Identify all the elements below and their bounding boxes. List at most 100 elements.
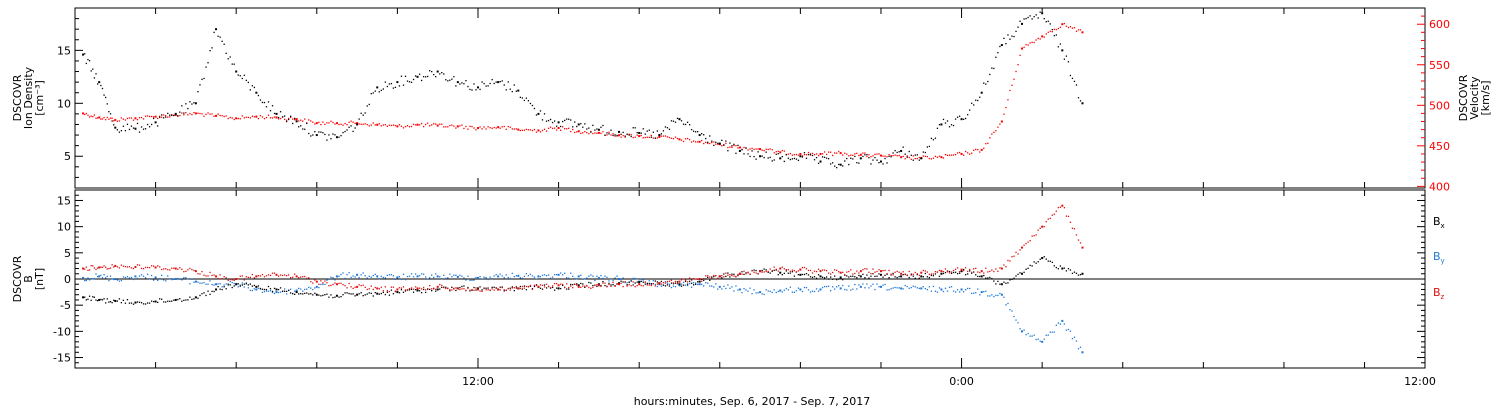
bx-dot <box>221 288 223 291</box>
density-dot <box>213 31 215 34</box>
bx-dot <box>711 276 713 278</box>
velocity-dot <box>1077 29 1080 31</box>
by-dot <box>453 274 455 276</box>
velocity-dot <box>817 154 820 157</box>
bz-dot <box>449 289 451 291</box>
bx-dot <box>1047 260 1049 262</box>
velocity-dot <box>328 122 330 124</box>
bx-dot <box>306 292 308 294</box>
density-dot <box>946 120 949 122</box>
velocity-dot <box>836 152 838 154</box>
by-dot <box>400 278 403 281</box>
bz-point <box>497 288 500 291</box>
by-dot <box>952 290 955 292</box>
top-left-ylabel-line: [cm⁻³] <box>33 80 46 116</box>
density-dot <box>570 119 572 121</box>
velocity-dot <box>310 120 312 122</box>
density-dot <box>680 120 683 122</box>
by-dot <box>882 284 884 286</box>
bz-dot <box>1053 213 1055 215</box>
by-dot <box>185 276 187 279</box>
bz-dot <box>944 268 947 270</box>
bx-dot <box>570 283 572 286</box>
density-dot <box>390 82 393 85</box>
density-dot <box>1065 55 1068 57</box>
density-dot <box>660 133 663 135</box>
by-dot <box>918 287 920 290</box>
bx-dot <box>666 284 669 286</box>
bz-dot <box>374 286 376 289</box>
bz-dot <box>564 287 566 289</box>
density-dot <box>231 63 233 65</box>
density-point <box>335 136 338 139</box>
by-dot <box>1059 323 1061 325</box>
velocity-dot <box>757 148 759 150</box>
bx-dot <box>723 273 725 275</box>
bx-dot <box>378 293 380 295</box>
bx-dot <box>858 274 860 277</box>
bz-dot <box>928 273 931 276</box>
density-dot <box>100 84 102 87</box>
by-dot <box>1047 334 1049 336</box>
velocity-dot <box>519 129 521 132</box>
by-point <box>597 276 600 279</box>
velocity-dot <box>374 124 376 126</box>
bz-dot <box>846 271 848 273</box>
velocity-dot <box>668 136 671 139</box>
density-dot <box>451 78 453 80</box>
by-dot <box>763 293 765 296</box>
velocity-dot <box>130 117 133 119</box>
velocity-dot <box>142 118 145 120</box>
density-dot <box>848 163 850 166</box>
bz-dot <box>680 279 683 281</box>
density-dot <box>922 151 924 153</box>
bz-dot <box>648 284 650 286</box>
by-dot <box>201 282 203 284</box>
bx-dot <box>251 285 254 287</box>
bx-dot <box>634 282 636 284</box>
velocity-dot <box>918 156 920 159</box>
bz-dot <box>946 271 949 273</box>
by-dot <box>203 281 205 284</box>
density-dot <box>443 73 445 75</box>
velocity-dot <box>263 117 266 120</box>
density-dot <box>596 128 598 130</box>
x-tick-label: 12:00 <box>1404 375 1436 388</box>
bz-dot <box>179 267 181 269</box>
by-dot <box>443 274 445 276</box>
bz-dot <box>930 273 933 275</box>
bz-dot <box>809 269 812 272</box>
velocity-dot <box>412 123 415 126</box>
bz-dot <box>769 268 771 270</box>
bz-dot <box>682 278 685 280</box>
velocity-dot <box>688 138 691 141</box>
by-dot <box>118 280 121 282</box>
density-dot <box>773 159 775 161</box>
velocity-dot <box>90 115 92 117</box>
velocity-dot <box>95 117 97 119</box>
bx-point <box>1061 267 1064 270</box>
bx-dot <box>473 286 475 289</box>
velocity-dot <box>1051 30 1053 33</box>
velocity-dot <box>249 117 251 119</box>
bx-dot <box>503 290 505 292</box>
density-dot <box>302 128 304 130</box>
by-dot <box>304 288 306 291</box>
density-point <box>275 112 278 115</box>
velocity-dot <box>886 156 888 158</box>
bx-dot <box>227 283 229 285</box>
bz-dot <box>697 278 699 281</box>
density-point <box>1021 22 1024 25</box>
by-dot <box>572 275 574 277</box>
bx-dot <box>733 273 735 275</box>
density-dot <box>300 125 302 127</box>
density-dot <box>499 81 501 83</box>
velocity-dot <box>844 152 846 154</box>
velocity-dot <box>1071 27 1074 29</box>
by-dot <box>163 279 165 281</box>
bx-dot <box>308 293 310 295</box>
density-dot <box>281 116 284 118</box>
density-dot <box>408 81 411 83</box>
density-dot <box>904 153 906 155</box>
bx-dot <box>463 285 465 287</box>
